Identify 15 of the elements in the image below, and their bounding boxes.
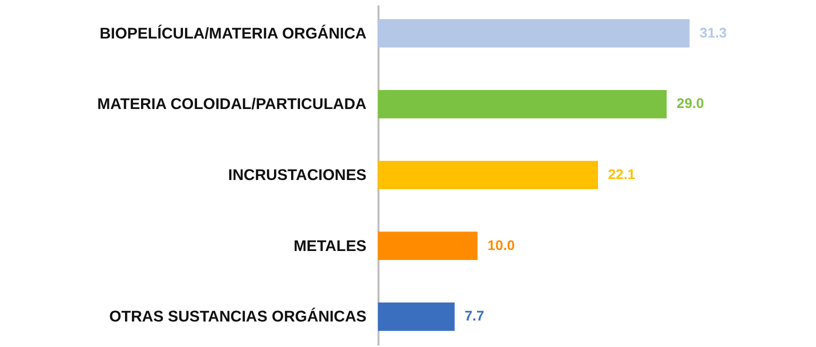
- bar: [378, 302, 455, 331]
- y-tick-label: BIOPELÍCULA/MATERIA ORGÁNICA: [100, 24, 366, 42]
- data-label: 31.3: [700, 24, 728, 40]
- bar: [378, 232, 478, 260]
- y-tick-label: MATERIA COLOIDAL/PARTICULADA: [97, 96, 366, 114]
- y-tick-label: OTRAS SUSTANCIAS ORGÁNICAS: [109, 308, 366, 326]
- y-tick-label: METALES: [294, 238, 366, 255]
- data-label: 22.1: [608, 166, 636, 182]
- data-label: 10.0: [488, 236, 516, 253]
- bar: [378, 19, 690, 48]
- y-tick-label: INCRUSTACIONES: [228, 167, 366, 184]
- data-label: 29.0: [676, 95, 704, 112]
- bar: [378, 90, 667, 118]
- data-label: 7.7: [464, 308, 484, 324]
- bar: [378, 160, 598, 190]
